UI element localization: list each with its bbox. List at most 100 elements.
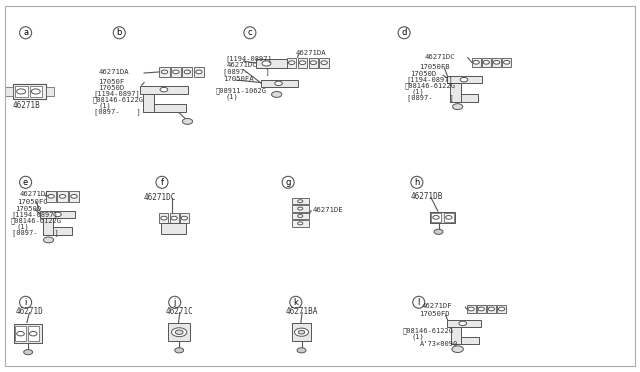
Bar [143,94,154,112]
Bar [43,227,72,235]
Bar [292,205,308,212]
Bar [497,305,506,313]
Bar [292,198,308,205]
Text: b: b [116,28,122,37]
Bar [159,67,170,77]
Text: [0897-    ]: [0897- ] [406,94,453,101]
Bar [30,86,42,97]
Bar [171,67,181,77]
Text: [1194-0897]: [1194-0897] [226,55,273,62]
Text: j: j [173,298,176,307]
Circle shape [172,328,187,337]
Text: (1): (1) [411,89,424,95]
Text: 46271D: 46271D [15,307,44,316]
Circle shape [298,215,303,218]
Bar [292,323,311,341]
Text: 46271DA: 46271DA [99,69,129,75]
Circle shape [48,195,54,198]
Text: h: h [414,178,420,187]
Circle shape [44,237,54,243]
Bar [58,191,68,202]
Text: 46271BA: 46271BA [286,307,318,316]
Circle shape [271,92,282,97]
Bar [14,324,42,343]
Circle shape [298,200,303,203]
Circle shape [493,61,500,64]
Bar [46,87,54,96]
Circle shape [184,70,191,74]
Bar [298,58,307,68]
Text: (1): (1) [226,93,239,100]
Text: [0897-    ]: [0897- ] [12,230,58,236]
Circle shape [452,104,463,110]
Bar [69,191,79,202]
Circle shape [460,77,468,82]
Bar [13,84,46,99]
Text: 46271DE: 46271DE [312,207,343,213]
Text: Ⓝ08146-6122G: Ⓝ08146-6122G [93,96,143,103]
Circle shape [297,348,306,353]
Circle shape [488,307,495,311]
Bar [46,191,56,202]
Bar [492,58,501,67]
Circle shape [17,331,24,336]
Text: 17050FB: 17050FB [419,64,449,70]
Circle shape [298,207,303,210]
Text: [0897-    ]: [0897- ] [223,68,270,74]
Bar [451,327,461,344]
Circle shape [298,222,303,225]
Circle shape [182,118,193,124]
Text: Ⓝ08146-6122G: Ⓝ08146-6122G [403,327,454,334]
Bar [180,213,189,223]
Text: 46271DC: 46271DC [19,191,50,197]
Circle shape [298,330,305,334]
Text: 17050F: 17050F [99,79,125,85]
Bar [292,220,308,227]
Text: [1194-0897]: [1194-0897] [12,211,58,218]
Circle shape [434,229,443,234]
Circle shape [60,195,66,198]
Bar [450,94,478,102]
Bar [319,58,329,68]
Circle shape [289,61,295,64]
Circle shape [294,328,308,336]
Bar [487,305,496,313]
Circle shape [29,331,37,336]
Text: Ⓝ08146-6122G: Ⓝ08146-6122G [10,217,61,224]
Circle shape [275,81,282,86]
Circle shape [468,307,474,311]
Text: 46271DC: 46271DC [227,62,257,68]
Circle shape [473,61,479,64]
Text: i: i [24,298,27,307]
Circle shape [445,215,452,219]
Bar [182,67,193,77]
Bar [143,104,186,112]
Circle shape [71,195,77,198]
Text: k: k [293,298,298,307]
Text: (1): (1) [412,333,424,340]
Circle shape [262,61,271,66]
Circle shape [173,70,179,74]
Circle shape [483,61,490,64]
Circle shape [310,61,317,64]
Text: 46271B: 46271B [13,101,40,110]
Bar [431,213,441,222]
Circle shape [171,216,177,220]
Circle shape [17,89,26,94]
Text: e: e [23,178,28,187]
Bar [429,212,455,223]
Text: 46271DF: 46271DF [422,304,452,310]
Bar [287,58,296,68]
Circle shape [175,330,183,334]
Text: a: a [23,28,28,37]
Text: 46271DB: 46271DB [411,192,444,201]
Bar [447,76,482,83]
Circle shape [181,216,188,220]
Text: 46271C: 46271C [166,307,194,316]
Text: Ⓝ08911-1062G: Ⓝ08911-1062G [216,87,267,94]
Bar [482,58,491,67]
Text: [0897-    ]: [0897- ] [94,108,141,115]
Bar [444,213,454,222]
Text: c: c [248,28,252,37]
Bar [451,337,479,344]
